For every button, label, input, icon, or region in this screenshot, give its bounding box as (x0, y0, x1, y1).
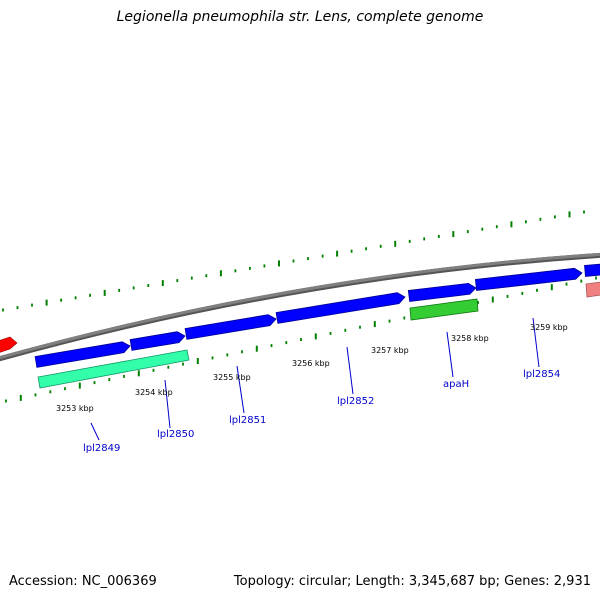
cds-arrow-lpl2849 (34, 341, 131, 368)
callout-lines (90, 317, 540, 441)
callout-line-5 (532, 317, 540, 368)
gene-label-apah: apaH (443, 379, 469, 390)
gene-label-lpl2852: lpl2852 (337, 396, 374, 407)
feature-red-left (0, 336, 18, 353)
accession-text: Accession: NC_006369 (9, 574, 157, 589)
kbp-label-4: 3257 kbp (371, 346, 409, 355)
gene-label-lpl2851: lpl2851 (229, 415, 266, 426)
kbp-label-2: 3255 kbp (213, 373, 251, 382)
gene-label-lpl2854: lpl2854 (523, 369, 560, 380)
callout-line-0 (90, 422, 100, 441)
genome-summary-text: Topology: circular; Length: 3,345,687 bp… (233, 574, 591, 589)
cds-arrow-apah (407, 282, 477, 302)
callout-line-1 (164, 379, 171, 429)
callout-line-2 (236, 365, 245, 414)
gene-labels: lpl2849 lpl2850 lpl2851 lpl2852 apaH lpl2854 (83, 369, 560, 454)
kbp-label-5: 3258 kbp (451, 334, 489, 343)
cds-arrow-edge (584, 263, 600, 277)
kbp-label-3: 3256 kbp (292, 359, 330, 368)
kbp-label-1: 3254 kbp (135, 388, 173, 397)
kbp-label-0: 3253 kbp (56, 404, 94, 413)
feature-track (0, 263, 600, 389)
feature-pink-bar (585, 281, 600, 298)
cds-arrow-lpl2852 (275, 292, 406, 324)
feature-teal-bar (37, 349, 190, 389)
cds-arrow-lpl2854 (474, 267, 583, 291)
cds-arrow-lpl2850 (129, 331, 186, 351)
callout-line-3 (346, 346, 354, 395)
genome-title: Legionella pneumophila str. Lens, comple… (116, 9, 484, 25)
gene-label-lpl2850: lpl2850 (157, 429, 194, 440)
kbp-labels: 3253 kbp 3254 kbp 3255 kbp 3256 kbp 3257 kbp… (56, 323, 568, 413)
callout-line-4 (446, 331, 454, 378)
cds-arrow-lpl2851 (184, 314, 277, 340)
backbone-track (0, 252, 600, 362)
genome-backbone-highlight (0, 252, 600, 360)
feature-green-bar (409, 298, 479, 321)
genome-backbone (0, 252, 600, 362)
kbp-label-6: 3259 kbp (530, 323, 568, 332)
gene-label-lpl2849: lpl2849 (83, 443, 120, 454)
